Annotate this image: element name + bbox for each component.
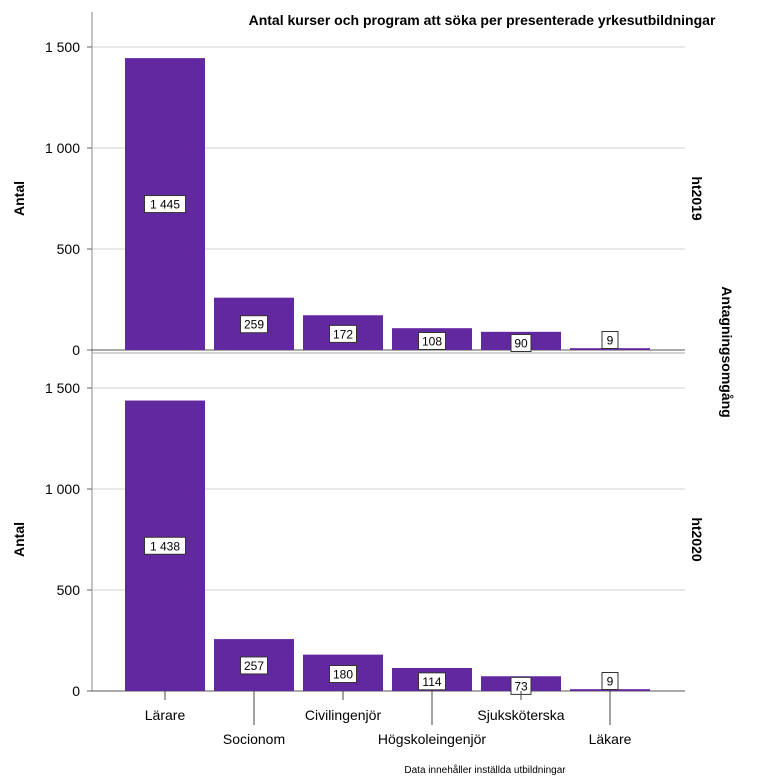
data-label: 90 (514, 337, 528, 351)
y-tick-label: 1 500 (45, 380, 80, 396)
chart-title: Antal kurser och program att söka per pr… (249, 12, 716, 28)
data-label: 9 (607, 675, 614, 689)
data-label: 257 (244, 659, 264, 673)
x-axis: Lärare Socionom Civilingenjör Högskoleingen… (145, 691, 632, 747)
x-tick-label: Civilingenjör (305, 707, 382, 723)
data-label-box (510, 334, 532, 353)
bar-ht2020-5 (570, 689, 650, 691)
data-label-box (144, 195, 186, 214)
data-label-box (144, 536, 186, 555)
bar-ht2019-5 (570, 348, 650, 350)
x-tick-label: Socionom (223, 731, 285, 747)
x-tick-label: Sjuksköterska (477, 707, 564, 723)
y-tick-label: 500 (57, 241, 81, 257)
y-tick-label: 1 000 (45, 481, 80, 497)
y-tick-label: 1 500 (45, 39, 80, 55)
data-label-box (329, 324, 357, 343)
panel-name: ht2020 (689, 517, 705, 562)
panel-name: ht2019 (689, 176, 705, 221)
data-label: 1 445 (150, 198, 180, 212)
data-label-box (418, 672, 446, 691)
facet-label: Antagningsomgång (719, 286, 735, 417)
x-tick-label: Läkare (589, 731, 632, 747)
panel-ht2019: 0 500 1 000 1 500 1 445 259 172 108 90 9 Antal ht20… (11, 39, 705, 358)
data-label-box (418, 332, 446, 351)
data-label: 259 (244, 318, 264, 332)
data-label-box (601, 672, 619, 690)
x-tick-label: Lärare (145, 707, 186, 723)
data-label: 180 (333, 668, 353, 682)
data-label-box (240, 315, 268, 334)
x-tick-label: Högskoleingenjör (378, 731, 487, 747)
y-axis-title: Antal (11, 522, 27, 557)
y-tick-label: 1 000 (45, 140, 80, 156)
panel-ht2020: 0 500 1 000 1 500 1 438 257 180 114 73 9 Antal ht20… (11, 380, 705, 699)
data-label: 1 438 (150, 539, 180, 553)
data-label-box (601, 331, 619, 349)
data-label-box (240, 656, 268, 675)
y-tick-label: 0 (72, 342, 80, 358)
data-label: 108 (422, 335, 442, 349)
y-axis-title: Antal (11, 181, 27, 216)
y-tick-label: 0 (72, 683, 80, 699)
footnote: Data innehåller inställda utbildningar (404, 764, 566, 776)
data-label: 114 (422, 675, 441, 689)
data-label-box (329, 665, 357, 684)
y-tick-label: 500 (57, 582, 81, 598)
data-label: 73 (514, 679, 528, 693)
data-label: 9 (607, 334, 614, 348)
data-label: 172 (333, 327, 353, 341)
